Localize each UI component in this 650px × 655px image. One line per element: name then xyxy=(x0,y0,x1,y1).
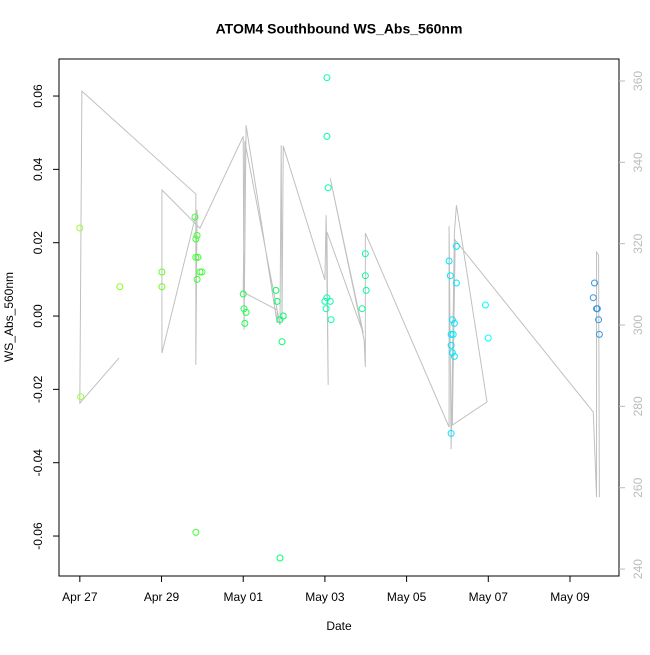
x-tick-label: May 09 xyxy=(550,590,590,604)
point xyxy=(484,334,492,342)
point xyxy=(193,275,201,283)
point xyxy=(452,279,460,287)
point xyxy=(77,393,85,401)
point xyxy=(590,279,598,287)
y2-tick-label: 320 xyxy=(631,233,645,253)
point xyxy=(324,184,332,192)
line-series xyxy=(79,90,600,498)
point xyxy=(239,290,247,298)
point xyxy=(198,268,206,276)
point xyxy=(279,312,287,320)
point xyxy=(448,316,456,324)
point xyxy=(362,286,370,294)
point xyxy=(192,253,200,261)
point xyxy=(192,235,200,243)
y2-tick-label: 260 xyxy=(631,477,645,497)
point xyxy=(327,316,335,324)
point xyxy=(323,132,331,140)
point xyxy=(194,253,202,261)
point xyxy=(361,272,369,280)
y-tick-label: -0.04 xyxy=(31,449,45,477)
point xyxy=(158,268,166,276)
point xyxy=(447,341,455,349)
point xyxy=(361,250,369,258)
point xyxy=(193,231,201,239)
y2-tick-label: 240 xyxy=(631,559,645,579)
y-tick-label: 0.04 xyxy=(31,157,45,181)
point xyxy=(447,429,455,437)
point xyxy=(446,272,454,280)
x-tick-label: Apr 29 xyxy=(144,590,180,604)
x-tick-label: May 05 xyxy=(387,590,427,604)
point xyxy=(242,308,250,316)
y-tick-label: -0.02 xyxy=(31,375,45,403)
y-tick-label: 0.02 xyxy=(31,231,45,255)
y2-tick-label: 340 xyxy=(631,152,645,172)
point xyxy=(323,74,331,82)
point xyxy=(445,257,453,265)
point xyxy=(192,528,200,536)
x-tick-label: May 01 xyxy=(224,590,264,604)
point xyxy=(450,352,458,360)
point xyxy=(589,294,597,302)
point xyxy=(447,330,455,338)
point xyxy=(326,297,334,305)
point xyxy=(158,283,166,291)
point xyxy=(450,319,458,327)
point xyxy=(116,283,124,291)
point xyxy=(593,305,601,313)
point xyxy=(595,316,603,324)
point xyxy=(448,349,456,357)
y-axis-label: WS_Abs_560nm xyxy=(2,272,16,362)
point xyxy=(449,330,457,338)
point xyxy=(321,297,329,305)
point xyxy=(322,305,330,313)
point xyxy=(278,338,286,346)
point xyxy=(191,213,199,221)
y-tick-label: -0.06 xyxy=(31,522,45,550)
x-tick-label: May 03 xyxy=(305,590,345,604)
point xyxy=(76,224,84,232)
point xyxy=(358,305,366,313)
plot-frame xyxy=(58,58,620,577)
point xyxy=(196,268,204,276)
x-axis-label: Date xyxy=(326,619,352,633)
y2-tick-label: 360 xyxy=(631,71,645,91)
point xyxy=(481,301,489,309)
y-tick-label: 0.06 xyxy=(31,84,45,108)
y2-tick-label: 280 xyxy=(631,396,645,416)
x-tick-label: Apr 27 xyxy=(62,590,98,604)
point xyxy=(273,297,281,305)
y-tick-label: 0.00 xyxy=(31,304,45,328)
y2-tick-label: 300 xyxy=(631,315,645,335)
point xyxy=(241,319,249,327)
point xyxy=(240,305,248,313)
chart-title: ATOM4 Southbound WS_Abs_560nm xyxy=(216,21,463,37)
x-tick-label: May 07 xyxy=(469,590,509,604)
point xyxy=(595,330,603,338)
point xyxy=(272,286,280,294)
point xyxy=(276,554,284,562)
point xyxy=(452,242,460,250)
